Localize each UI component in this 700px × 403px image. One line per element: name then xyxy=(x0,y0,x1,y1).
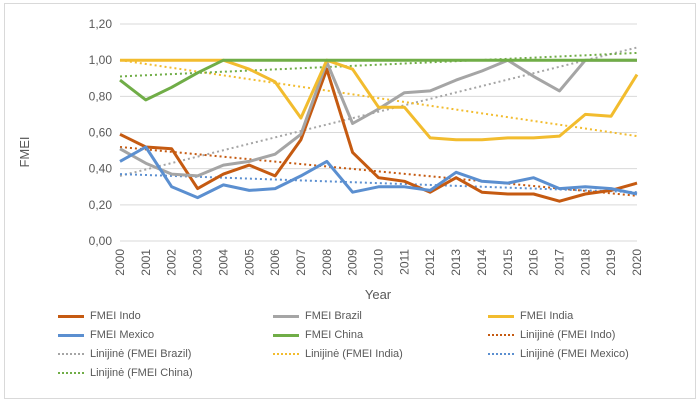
legend-swatch xyxy=(488,314,514,318)
x-axis-ticks: 2000 2001 2002 2003 2004 2005 2006 2007 2008 2009… xyxy=(113,249,644,276)
x-tick-label: 2017 xyxy=(552,249,566,276)
legend-swatch xyxy=(488,353,514,355)
legend-item: Linijinė (FMEI Brazil) xyxy=(58,348,191,360)
legend-swatch xyxy=(273,353,299,355)
x-tick-label: 2015 xyxy=(501,249,515,276)
y-tick-label: 1,00 xyxy=(89,53,113,67)
trendline xyxy=(119,46,638,177)
x-tick-label: 2011 xyxy=(397,249,411,275)
series-line xyxy=(119,58,637,102)
legend-label: FMEI China xyxy=(305,329,364,341)
legend-swatch xyxy=(58,314,84,318)
legend-label: Linijinė (FMEI India) xyxy=(305,348,403,360)
x-tick-label: 2003 xyxy=(191,249,205,276)
legend-swatch xyxy=(273,333,299,337)
x-tick-label: 2009 xyxy=(346,249,360,276)
legend-label: Linijinė (FMEI Indo) xyxy=(520,329,616,341)
trendline xyxy=(119,51,638,78)
x-tick-label: 2000 xyxy=(113,249,127,276)
legend-swatch xyxy=(488,334,514,336)
y-axis-label: FMEI xyxy=(17,136,32,167)
y-axis-ticks: 0,00 0,20 0,40 0,60 0,80 1,00 1,20 xyxy=(89,17,113,248)
legend-item: Linijinė (FMEI China) xyxy=(58,367,193,379)
gridlines xyxy=(120,23,637,242)
trendline xyxy=(119,59,638,138)
trendline xyxy=(119,173,638,194)
x-tick-label: 2014 xyxy=(475,249,489,276)
x-tick-label: 2001 xyxy=(139,249,153,276)
legend-item: FMEI Mexico xyxy=(58,329,154,341)
x-tick-label: 2010 xyxy=(372,249,386,276)
legend-label: FMEI Mexico xyxy=(90,329,155,341)
legend-item: FMEI Brazil xyxy=(273,310,362,322)
legend-label: Linijinė (FMEI China) xyxy=(90,367,193,379)
y-tick-label: 0,60 xyxy=(89,126,113,140)
x-tick-label: 2016 xyxy=(527,249,541,276)
x-tick-label: 2018 xyxy=(578,249,592,276)
series-lines xyxy=(119,58,639,203)
series-line xyxy=(120,58,639,142)
legend-swatch xyxy=(58,333,84,337)
legend-swatch xyxy=(273,314,299,318)
legend-label: Linijinė (FMEI Mexico) xyxy=(520,348,629,360)
legend-item: FMEI China xyxy=(273,329,363,341)
x-tick-label: 2008 xyxy=(320,249,334,276)
y-tick-label: 0,20 xyxy=(89,198,113,212)
legend-item: Linijinė (FMEI India) xyxy=(273,348,403,360)
y-tick-label: 1,20 xyxy=(89,17,113,31)
x-tick-label: 2007 xyxy=(294,249,308,276)
y-tick-label: 0,40 xyxy=(89,162,113,176)
x-tick-label: 2020 xyxy=(630,249,644,276)
legend-item: FMEI Indo xyxy=(58,310,141,322)
legend-label: Linijinė (FMEI Brazil) xyxy=(90,348,192,360)
legend-label: FMEI Brazil xyxy=(305,310,362,322)
legend-item: FMEI India xyxy=(488,310,573,322)
x-tick-label: 2002 xyxy=(165,249,179,276)
series-line xyxy=(119,67,638,203)
x-tick-label: 2006 xyxy=(268,249,282,276)
x-tick-label: 2013 xyxy=(449,249,463,276)
chart-frame: 0,00 0,20 0,40 0,60 0,80 1,00 1,20 2000 2001 200… xyxy=(4,3,696,399)
series-line xyxy=(119,145,638,200)
legend-item: Linijinė (FMEI Indo) xyxy=(488,329,615,341)
legend-label: FMEI Indo xyxy=(90,310,141,322)
legend-item: Linijinė (FMEI Mexico) xyxy=(488,348,629,360)
legend-swatch xyxy=(58,372,84,374)
line-chart: 0,000,200,400,600,801,001,20 2000 2001 200… xyxy=(17,17,644,302)
x-axis-label: Year xyxy=(365,287,392,302)
x-tick-label: 2005 xyxy=(242,249,256,276)
series-line xyxy=(119,58,637,178)
trendline xyxy=(119,145,638,197)
trendlines xyxy=(119,46,638,197)
legend-label: FMEI India xyxy=(520,310,574,322)
x-tick-label: 2012 xyxy=(423,249,437,276)
y-tick-label: 0,80 xyxy=(89,89,113,103)
y-tick-label: 0,00 xyxy=(89,234,113,248)
x-tick-label: 2019 xyxy=(604,249,618,276)
legend-swatch xyxy=(58,353,84,355)
x-tick-label: 2004 xyxy=(216,249,230,276)
